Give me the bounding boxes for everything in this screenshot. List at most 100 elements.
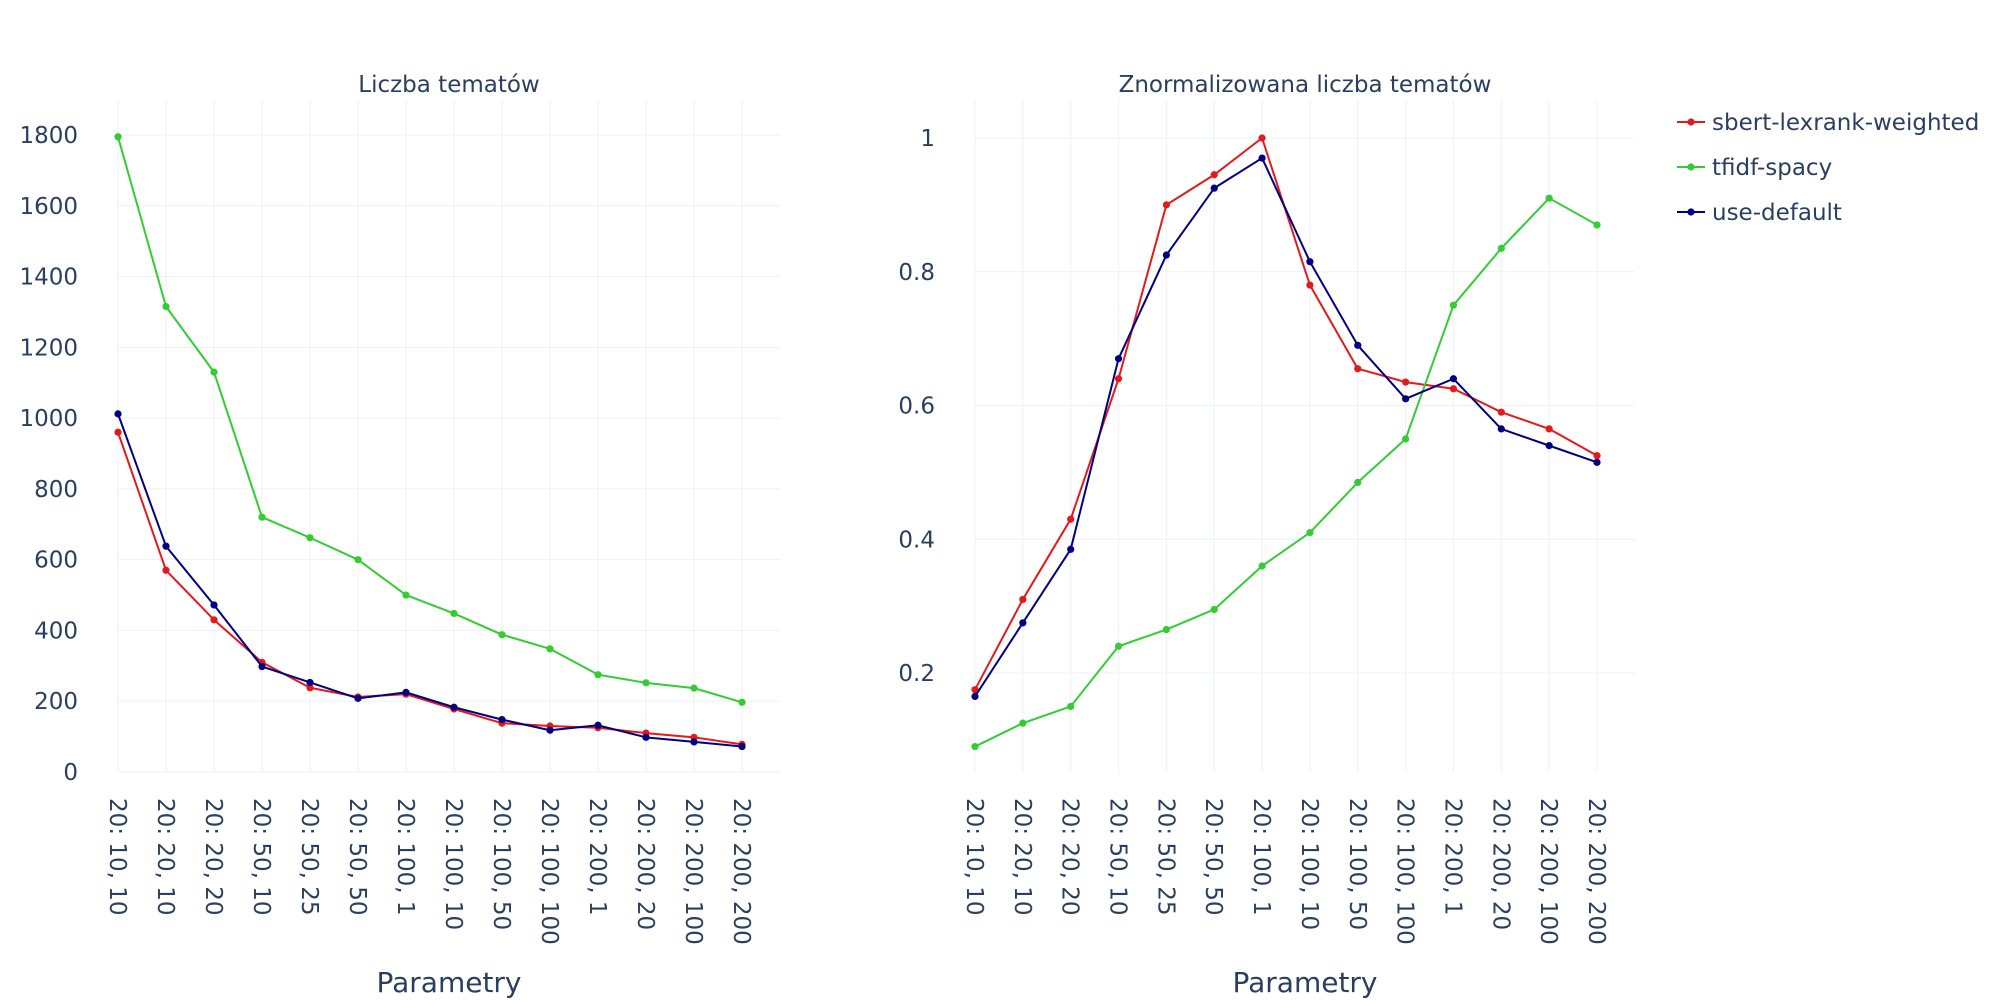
data-point[interactable]	[1354, 341, 1362, 349]
data-point[interactable]	[1067, 515, 1075, 523]
data-point[interactable]	[1114, 375, 1123, 383]
data-point[interactable]	[450, 703, 458, 711]
data-point[interactable]	[306, 678, 314, 687]
data-point[interactable]	[210, 368, 218, 376]
x-tick-label: 20: 50, 10	[1105, 798, 1131, 915]
data-point[interactable]	[1545, 194, 1553, 202]
data-point[interactable]	[162, 303, 170, 311]
data-point[interactable]	[971, 692, 979, 701]
data-point[interactable]	[1497, 425, 1505, 433]
legend-item-use-default[interactable]: use-default	[1677, 200, 1842, 226]
data-point[interactable]	[354, 556, 362, 564]
right-panel-normalized-topic-count: 0.2 0.4 0.6 0.8 1 Znormalizowana liczba temat…	[898, 72, 1635, 999]
data-point[interactable]	[210, 616, 218, 624]
data-point[interactable]	[594, 671, 602, 679]
data-point[interactable]	[1114, 642, 1123, 650]
y-tick-label: 0	[63, 760, 78, 786]
data-point[interactable]	[1210, 184, 1218, 192]
data-point[interactable]	[1545, 442, 1553, 450]
data-point[interactable]	[498, 631, 506, 639]
data-point[interactable]	[402, 591, 410, 599]
data-point[interactable]	[690, 684, 698, 692]
x-tick-label: 20: 20, 10	[152, 798, 178, 915]
x-tick-label: 20: 200, 200	[1583, 798, 1609, 945]
data-point[interactable]	[258, 513, 266, 521]
data-point[interactable]	[1067, 702, 1075, 711]
data-point[interactable]	[1354, 478, 1362, 487]
x-tick-label: 20: 200, 100	[680, 798, 706, 945]
data-point[interactable]	[354, 694, 362, 702]
data-point[interactable]	[1162, 201, 1170, 209]
data-point[interactable]	[971, 742, 979, 751]
data-point[interactable]	[546, 645, 554, 653]
data-point[interactable]	[114, 428, 122, 436]
data-point[interactable]	[1593, 221, 1601, 229]
data-point[interactable]	[1449, 375, 1458, 383]
data-point[interactable]	[690, 738, 698, 746]
legend[interactable]: sbert-lexrank-weighted tfidf-spacy use-def…	[1677, 110, 1979, 226]
data-point[interactable]	[162, 566, 170, 574]
data-point[interactable]	[1258, 562, 1266, 570]
x-tick-label: 20: 200, 1	[584, 798, 610, 915]
data-point[interactable]	[1306, 258, 1314, 266]
y-tick-label: 1	[920, 126, 935, 152]
data-point[interactable]	[1593, 452, 1601, 460]
data-point[interactable]	[1545, 425, 1553, 433]
data-point[interactable]	[1449, 385, 1458, 393]
data-point[interactable]	[1402, 435, 1410, 443]
x-tick-label: 20: 100, 10	[440, 798, 466, 930]
data-point[interactable]	[1402, 395, 1410, 403]
data-point[interactable]	[1402, 378, 1410, 386]
data-point[interactable]	[1497, 244, 1505, 252]
legend-item-sbert-lexrank-weighted[interactable]: sbert-lexrank-weighted	[1677, 110, 1979, 136]
data-point[interactable]	[1210, 171, 1218, 179]
data-point[interactable]	[1114, 355, 1123, 363]
data-point[interactable]	[1258, 154, 1266, 162]
data-point[interactable]	[971, 686, 979, 694]
x-tick-label: 20: 50, 25	[296, 798, 322, 915]
data-point[interactable]	[258, 662, 266, 671]
series-line-tfidf-spacy	[974, 197, 1598, 748]
data-point[interactable]	[1162, 251, 1170, 259]
data-point[interactable]	[1497, 408, 1505, 416]
chart-title: Liczba tematów	[358, 72, 540, 98]
y-tick-label: 1600	[19, 194, 78, 220]
x-gridlines	[974, 100, 1598, 772]
data-point[interactable]	[738, 742, 746, 751]
data-point[interactable]	[1019, 619, 1027, 627]
data-point[interactable]	[114, 133, 122, 141]
series-sbert-lexrank-weighted	[971, 134, 1601, 694]
x-tick-label: 20: 50, 50	[1200, 798, 1226, 915]
data-point[interactable]	[1019, 719, 1027, 727]
data-point[interactable]	[594, 721, 602, 729]
y-tick-label: 0.6	[898, 394, 935, 420]
data-point[interactable]	[546, 726, 554, 734]
legend-item-tfidf-spacy[interactable]: tfidf-spacy	[1677, 155, 1832, 181]
data-point[interactable]	[1019, 595, 1027, 604]
data-point[interactable]	[450, 609, 458, 618]
data-point[interactable]	[1593, 458, 1601, 466]
data-point[interactable]	[402, 688, 410, 696]
series-line-use-default	[974, 157, 1598, 697]
data-point[interactable]	[1258, 134, 1266, 142]
data-point[interactable]	[498, 716, 506, 724]
data-point[interactable]	[1306, 528, 1314, 537]
chart-title: Znormalizowana liczba tematów	[1119, 72, 1492, 98]
data-point[interactable]	[1210, 605, 1218, 614]
data-point[interactable]	[1449, 301, 1458, 309]
data-point[interactable]	[210, 601, 218, 609]
data-point[interactable]	[738, 698, 746, 706]
data-point[interactable]	[306, 684, 314, 692]
data-point[interactable]	[642, 679, 650, 687]
data-point[interactable]	[1162, 625, 1170, 634]
data-point[interactable]	[306, 534, 314, 542]
data-point[interactable]	[1354, 365, 1362, 373]
data-point[interactable]	[1067, 545, 1075, 553]
data-point[interactable]	[114, 410, 122, 418]
x-tick-label: 20: 200, 1	[1439, 798, 1465, 915]
data-point[interactable]	[1306, 281, 1314, 289]
x-axis-title: Parametry	[1232, 966, 1377, 999]
data-point[interactable]	[162, 542, 170, 550]
data-point[interactable]	[642, 733, 650, 741]
x-tick-label: 20: 100, 50	[1344, 798, 1370, 930]
